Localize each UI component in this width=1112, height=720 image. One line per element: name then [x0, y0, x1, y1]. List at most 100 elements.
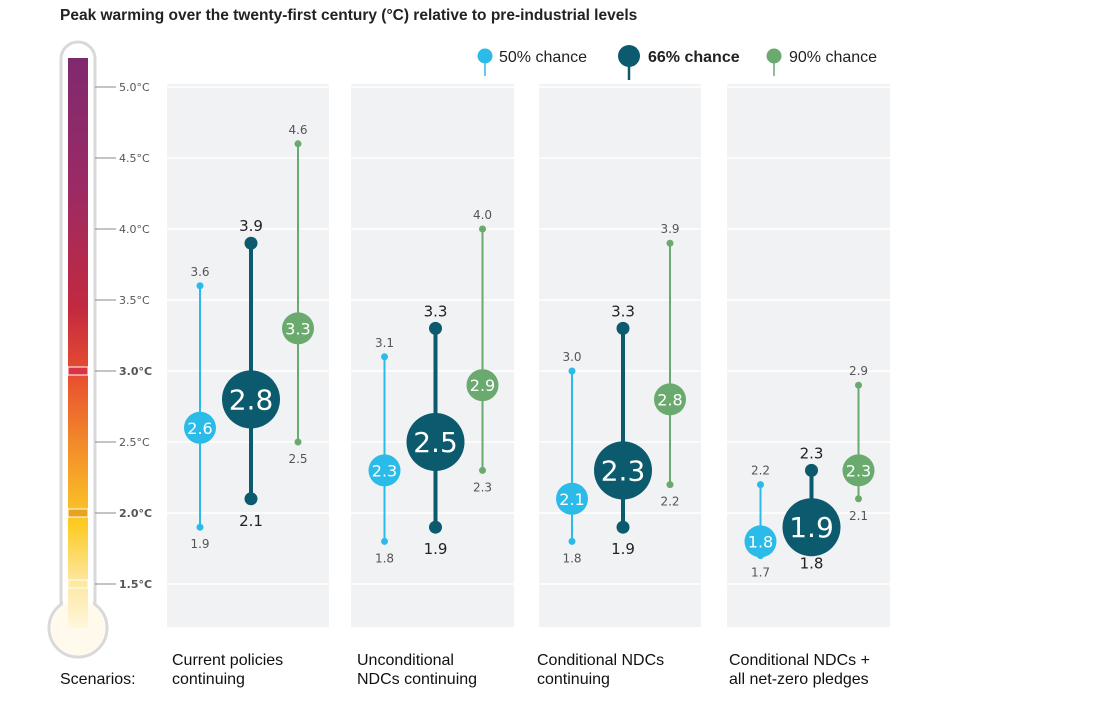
- central-estimate-label: 2.3: [846, 461, 871, 480]
- central-estimate-bubble: [466, 369, 499, 402]
- range-high-point: [568, 367, 576, 375]
- high-value-label: 3.1: [375, 336, 394, 350]
- y-tick-label: 3.0°C: [119, 365, 152, 378]
- high-value-label: 3.3: [424, 302, 448, 320]
- range-low-point: [196, 523, 204, 531]
- range-marks: 2.6 3.6 1.9 2.3 3.1 1.8 2.1 3.0 1.8 1.8 2.2 1.7 2.8 3…: [184, 123, 875, 580]
- range-low-point: [666, 481, 674, 489]
- threshold-band: [67, 508, 89, 518]
- high-value-label: 2.9: [849, 364, 868, 378]
- central-estimate-label: 2.3: [372, 461, 397, 480]
- high-value-label: 3.9: [660, 222, 679, 236]
- central-estimate-bubble: [744, 525, 777, 558]
- central-estimate-bubble: [406, 413, 465, 471]
- low-value-label: 1.9: [424, 540, 448, 558]
- central-estimate-bubble: [842, 454, 875, 487]
- range-high-point: [666, 239, 674, 247]
- central-estimate-bubble: [282, 312, 314, 345]
- central-estimate-label: 2.8: [657, 390, 682, 409]
- scenario-panel: [167, 84, 329, 627]
- high-value-label: 2.2: [751, 464, 770, 478]
- high-value-label: 3.9: [239, 217, 263, 235]
- y-tick-label: 1.5°C: [119, 578, 152, 591]
- range-low-point: [568, 537, 576, 545]
- central-estimate-bubble: [222, 370, 280, 429]
- central-estimate-bubble: [368, 454, 401, 487]
- low-value-label: 2.3: [473, 480, 492, 494]
- high-value-label: 3.6: [190, 265, 209, 279]
- range-high-point: [757, 481, 764, 489]
- high-value-label: 4.6: [288, 123, 307, 137]
- legend-swatch: [477, 48, 493, 64]
- low-value-label: 1.8: [375, 551, 394, 565]
- category-label: Unconditional NDCs continuing: [357, 652, 478, 688]
- high-value-label: 3.0: [562, 350, 581, 364]
- range-low-point: [429, 520, 442, 534]
- y-tick-label: 2.0°C: [119, 507, 152, 520]
- central-estimate-label: 3.3: [285, 319, 310, 338]
- central-estimate-bubble: [184, 411, 216, 444]
- high-value-label: 3.3: [611, 302, 635, 320]
- central-estimate-bubble: [654, 383, 686, 416]
- legend-label: 90% chance: [789, 49, 877, 66]
- low-value-label: 2.2: [660, 495, 679, 509]
- thermometer: [47, 40, 109, 659]
- range-low-point: [294, 438, 302, 446]
- low-value-label: 2.1: [849, 509, 868, 523]
- scenario-panel: [351, 84, 514, 627]
- range-low-point: [381, 537, 388, 545]
- scenario-panel: [539, 84, 701, 627]
- y-tick-label: 4.0°C: [119, 223, 150, 236]
- range-high-point: [381, 353, 388, 361]
- range-high-point: [294, 140, 302, 148]
- central-estimate-label: 2.9: [470, 376, 495, 395]
- range-high-point: [479, 225, 486, 233]
- category-label: Conditional NDCs + all net-zero pledges: [729, 652, 870, 688]
- legend-label: 66% chance: [648, 49, 740, 66]
- low-value-label: 1.9: [611, 540, 635, 558]
- range-low-point: [479, 466, 486, 474]
- thermometer-scale: [68, 58, 88, 628]
- central-estimate-label: 2.5: [413, 426, 458, 459]
- low-value-label: 1.8: [800, 554, 824, 572]
- y-tick-label: 3.5°C: [119, 294, 150, 307]
- central-estimate-label: 2.8: [229, 383, 274, 416]
- range-high-point: [244, 236, 258, 250]
- range-high-point: [429, 321, 442, 335]
- range-low-point: [855, 495, 862, 503]
- central-estimate-label: 2.6: [187, 419, 212, 438]
- range-low-point: [616, 520, 630, 534]
- y-axis: 5.0°C 4.5°C 4.0°C 3.5°C 3.0°C 2.5°C 2.0°C 1.5°C: [95, 81, 152, 591]
- range-high-point: [805, 463, 818, 477]
- high-value-label: 2.3: [800, 444, 824, 462]
- low-value-label: 1.8: [562, 551, 581, 565]
- low-value-label: 2.5: [288, 452, 307, 466]
- y-tick-label: 2.5°C: [119, 436, 150, 449]
- low-value-label: 1.9: [190, 537, 209, 551]
- y-tick-label: 5.0°C: [119, 81, 150, 94]
- central-estimate-bubble: [782, 498, 841, 557]
- scenario-panels: [167, 84, 890, 627]
- central-estimate-bubble: [594, 441, 652, 500]
- legend: 50% chance 66% chance 90% chance: [477, 45, 877, 80]
- central-estimate-label: 2.3: [601, 454, 646, 487]
- range-low-point: [244, 492, 258, 506]
- category-label: Conditional NDCs continuing: [537, 652, 665, 688]
- high-value-label: 4.0: [473, 208, 492, 222]
- legend-label: 50% chance: [499, 49, 587, 66]
- scenarios-label: Scenarios:: [60, 671, 136, 688]
- legend-swatch: [766, 48, 782, 64]
- central-estimate-label: 1.8: [748, 532, 773, 551]
- range-high-point: [855, 381, 862, 389]
- range-high-point: [616, 321, 630, 335]
- threshold-band: [67, 366, 89, 376]
- low-value-label: 2.1: [239, 512, 263, 530]
- y-tick-label: 4.5°C: [119, 152, 150, 165]
- low-value-label: 1.7: [751, 566, 770, 580]
- chart-title: Peak warming over the twenty-first centu…: [60, 7, 638, 24]
- category-label: Current policies continuing: [172, 652, 284, 688]
- range-high-point: [196, 282, 204, 290]
- central-estimate-bubble: [556, 482, 588, 515]
- central-estimate-label: 1.9: [789, 511, 834, 544]
